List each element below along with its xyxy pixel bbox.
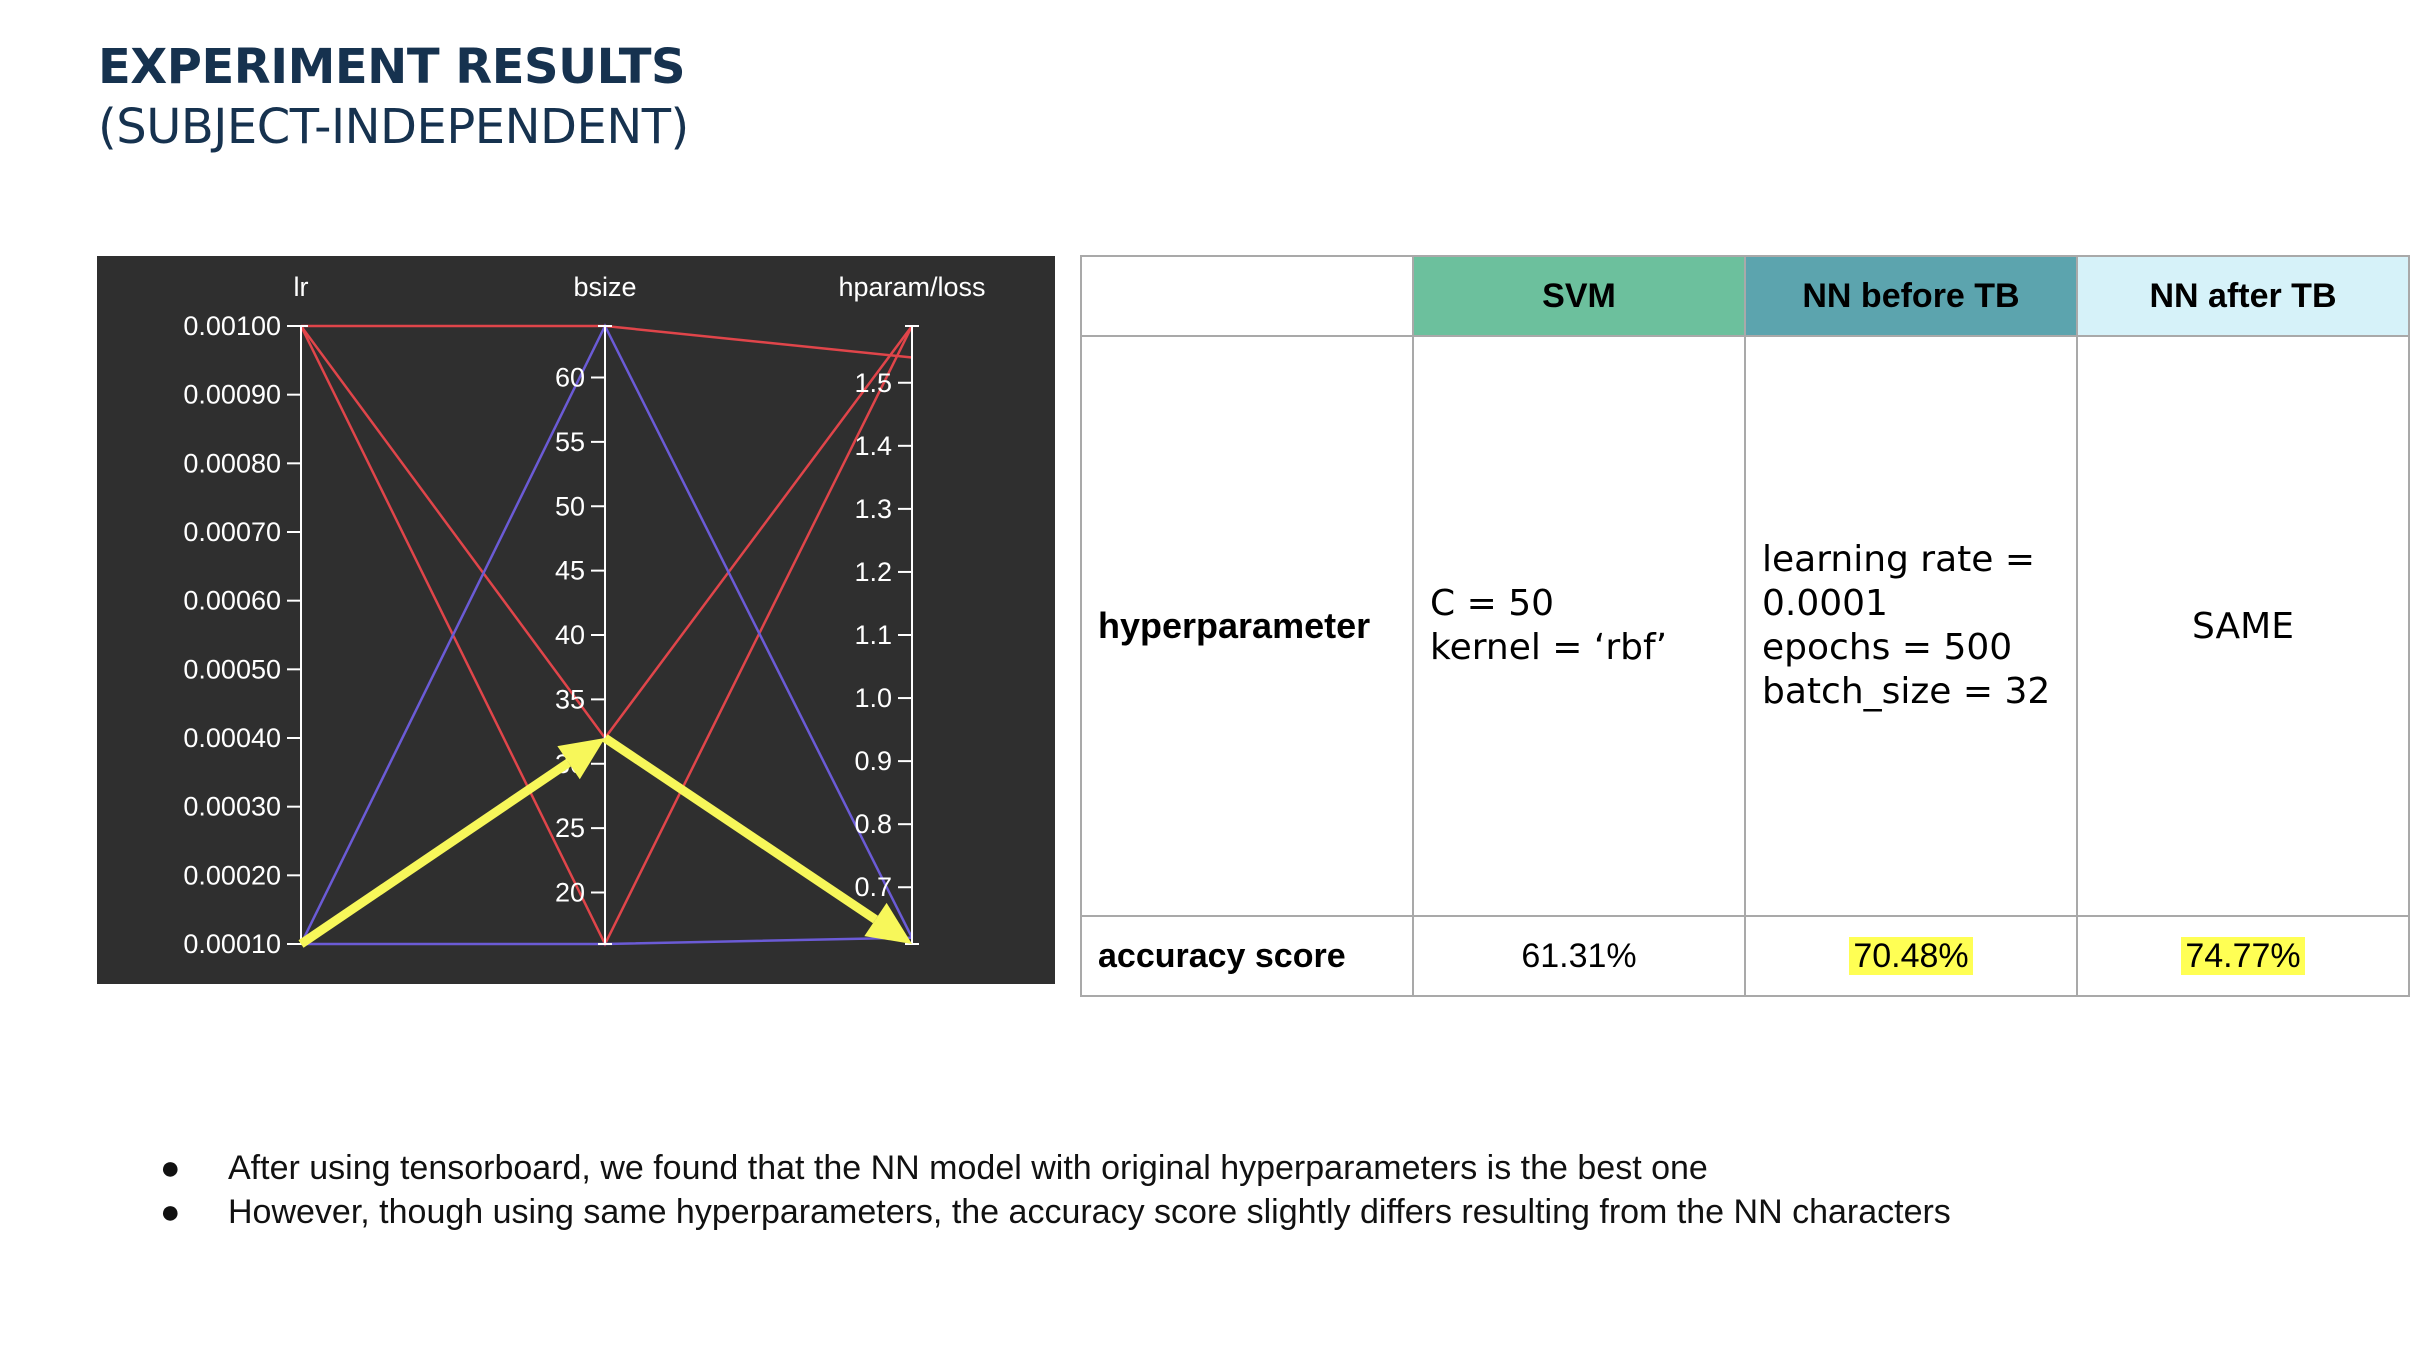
nn-param-lr-label: learning rate = xyxy=(1762,539,2036,580)
tick-label: 1.3 xyxy=(854,494,892,524)
cell-svm-accuracy: 61.31% xyxy=(1412,915,1746,997)
tick-label: 45 xyxy=(555,556,585,586)
data-line-red xyxy=(299,325,914,947)
highlight-arrow-1-head xyxy=(557,738,605,780)
tick-label: 50 xyxy=(555,491,585,521)
cell-nn-after-hyperparameter: SAME xyxy=(2076,335,2410,917)
nn-before-accuracy-value: 70.48% xyxy=(1849,936,1973,975)
tick-label: 1.1 xyxy=(854,620,892,650)
header-nn-before-tb: NN before TB xyxy=(1744,255,2078,337)
bullet-dot-icon: ● xyxy=(160,1193,181,1231)
tick-label: 60 xyxy=(555,363,585,393)
bullet-item: ● However, though using same hyperparame… xyxy=(160,1190,1951,1234)
nn-param-batch-size: batch_size = 32 xyxy=(1762,671,2051,712)
highlight-arrow-2-head xyxy=(864,902,912,944)
nn-after-accuracy-value: 74.77% xyxy=(2181,936,2305,975)
tick-label: 1.4 xyxy=(854,431,892,461)
slide-title-block: EXPERIMENT RESULTS (SUBJECT-INDEPENDENT) xyxy=(98,36,689,156)
tick-label: 0.00090 xyxy=(183,380,281,410)
bullet-dot-icon: ● xyxy=(160,1149,181,1187)
data-line-blue xyxy=(300,736,913,946)
tick-label: 0.00050 xyxy=(183,654,281,684)
cell-nn-before-accuracy: 70.48% xyxy=(1744,915,2078,997)
table-row-accuracy: accuracy score 61.31% 70.48% 74.77% xyxy=(1080,915,2410,997)
highlight-arrow-1-shaft xyxy=(298,758,572,948)
tick-label: 0.8 xyxy=(854,809,892,839)
row-label-hyperparameter: hyperparameter xyxy=(1080,335,1414,917)
highlight-arrow-2-shaft xyxy=(602,734,878,924)
results-table: SVM NN before TB NN after TB hyperparame… xyxy=(1080,255,2410,997)
svm-accuracy-value: 61.31% xyxy=(1521,936,1637,975)
tick-label: 1.0 xyxy=(854,683,892,713)
tick-label: 25 xyxy=(555,813,585,843)
bullet-list: ● After using tensorboard, we found that… xyxy=(160,1146,1951,1234)
tick-label: 0.7 xyxy=(854,872,892,902)
parallel-coordinates-chart: lr 0.00010 0.00020 0.00030 0.00040 0.00050 0.0… xyxy=(97,256,1055,984)
cell-svm-hyperparameter: C = 50 kernel = ‘rbf’ xyxy=(1412,335,1746,917)
tick-label: 0.00100 xyxy=(183,311,281,341)
axis-title: hparam/loss xyxy=(838,272,985,302)
tick-label: 35 xyxy=(555,684,585,714)
tick-label: 0.00060 xyxy=(183,586,281,616)
cell-nn-after-accuracy: 74.77% xyxy=(2076,915,2410,997)
header-svm: SVM xyxy=(1412,255,1746,337)
nn-param-lr-value: 0.0001 xyxy=(1762,583,1888,624)
tick-label: 20 xyxy=(555,878,585,908)
tick-label: 40 xyxy=(555,620,585,650)
tick-label: 0.00020 xyxy=(183,860,281,890)
tick-label: 55 xyxy=(555,427,585,457)
cell-nn-before-hyperparameter: learning rate = 0.0001 epochs = 500 batc… xyxy=(1744,335,2078,917)
data-line-blue xyxy=(299,323,914,945)
tick-label: 1.2 xyxy=(854,557,892,587)
tick-label: 0.00040 xyxy=(183,723,281,753)
row-label-accuracy: accuracy score xyxy=(1080,915,1414,997)
nn-param-epochs: epochs = 500 xyxy=(1762,627,2013,668)
table-header-row: SVM NN before TB NN after TB xyxy=(1080,255,2410,337)
axis-title: lr xyxy=(294,272,309,302)
axis-title: bsize xyxy=(573,272,636,302)
bullet-text: After using tensorboard, we found that t… xyxy=(228,1149,1708,1187)
svm-param-kernel: kernel = ‘rbf’ xyxy=(1430,627,1668,668)
tick-label: 0.00070 xyxy=(183,517,281,547)
svm-param-c: C = 50 xyxy=(1430,583,1554,624)
data-line-red xyxy=(299,325,914,741)
table-row-hyperparameter: hyperparameter C = 50 kernel = ‘rbf’ lea… xyxy=(1080,335,2410,917)
slide-subtitle: (SUBJECT-INDEPENDENT) xyxy=(98,99,689,155)
bullet-item: ● After using tensorboard, we found that… xyxy=(160,1146,1951,1190)
tick-label: 1.5 xyxy=(854,368,892,398)
tick-label: 0.9 xyxy=(854,746,892,776)
header-empty xyxy=(1080,255,1414,337)
bullet-text: However, though using same hyperparamete… xyxy=(228,1193,1951,1231)
slide-title: EXPERIMENT RESULTS xyxy=(98,39,686,95)
chart-svg: lr 0.00010 0.00020 0.00030 0.00040 0.00050 0.0… xyxy=(183,272,985,959)
tick-label: 0.00030 xyxy=(183,792,281,822)
tick-label: 0.00080 xyxy=(183,448,281,478)
tick-label: 0.00010 xyxy=(183,929,281,959)
header-nn-after-tb: NN after TB xyxy=(2076,255,2410,337)
